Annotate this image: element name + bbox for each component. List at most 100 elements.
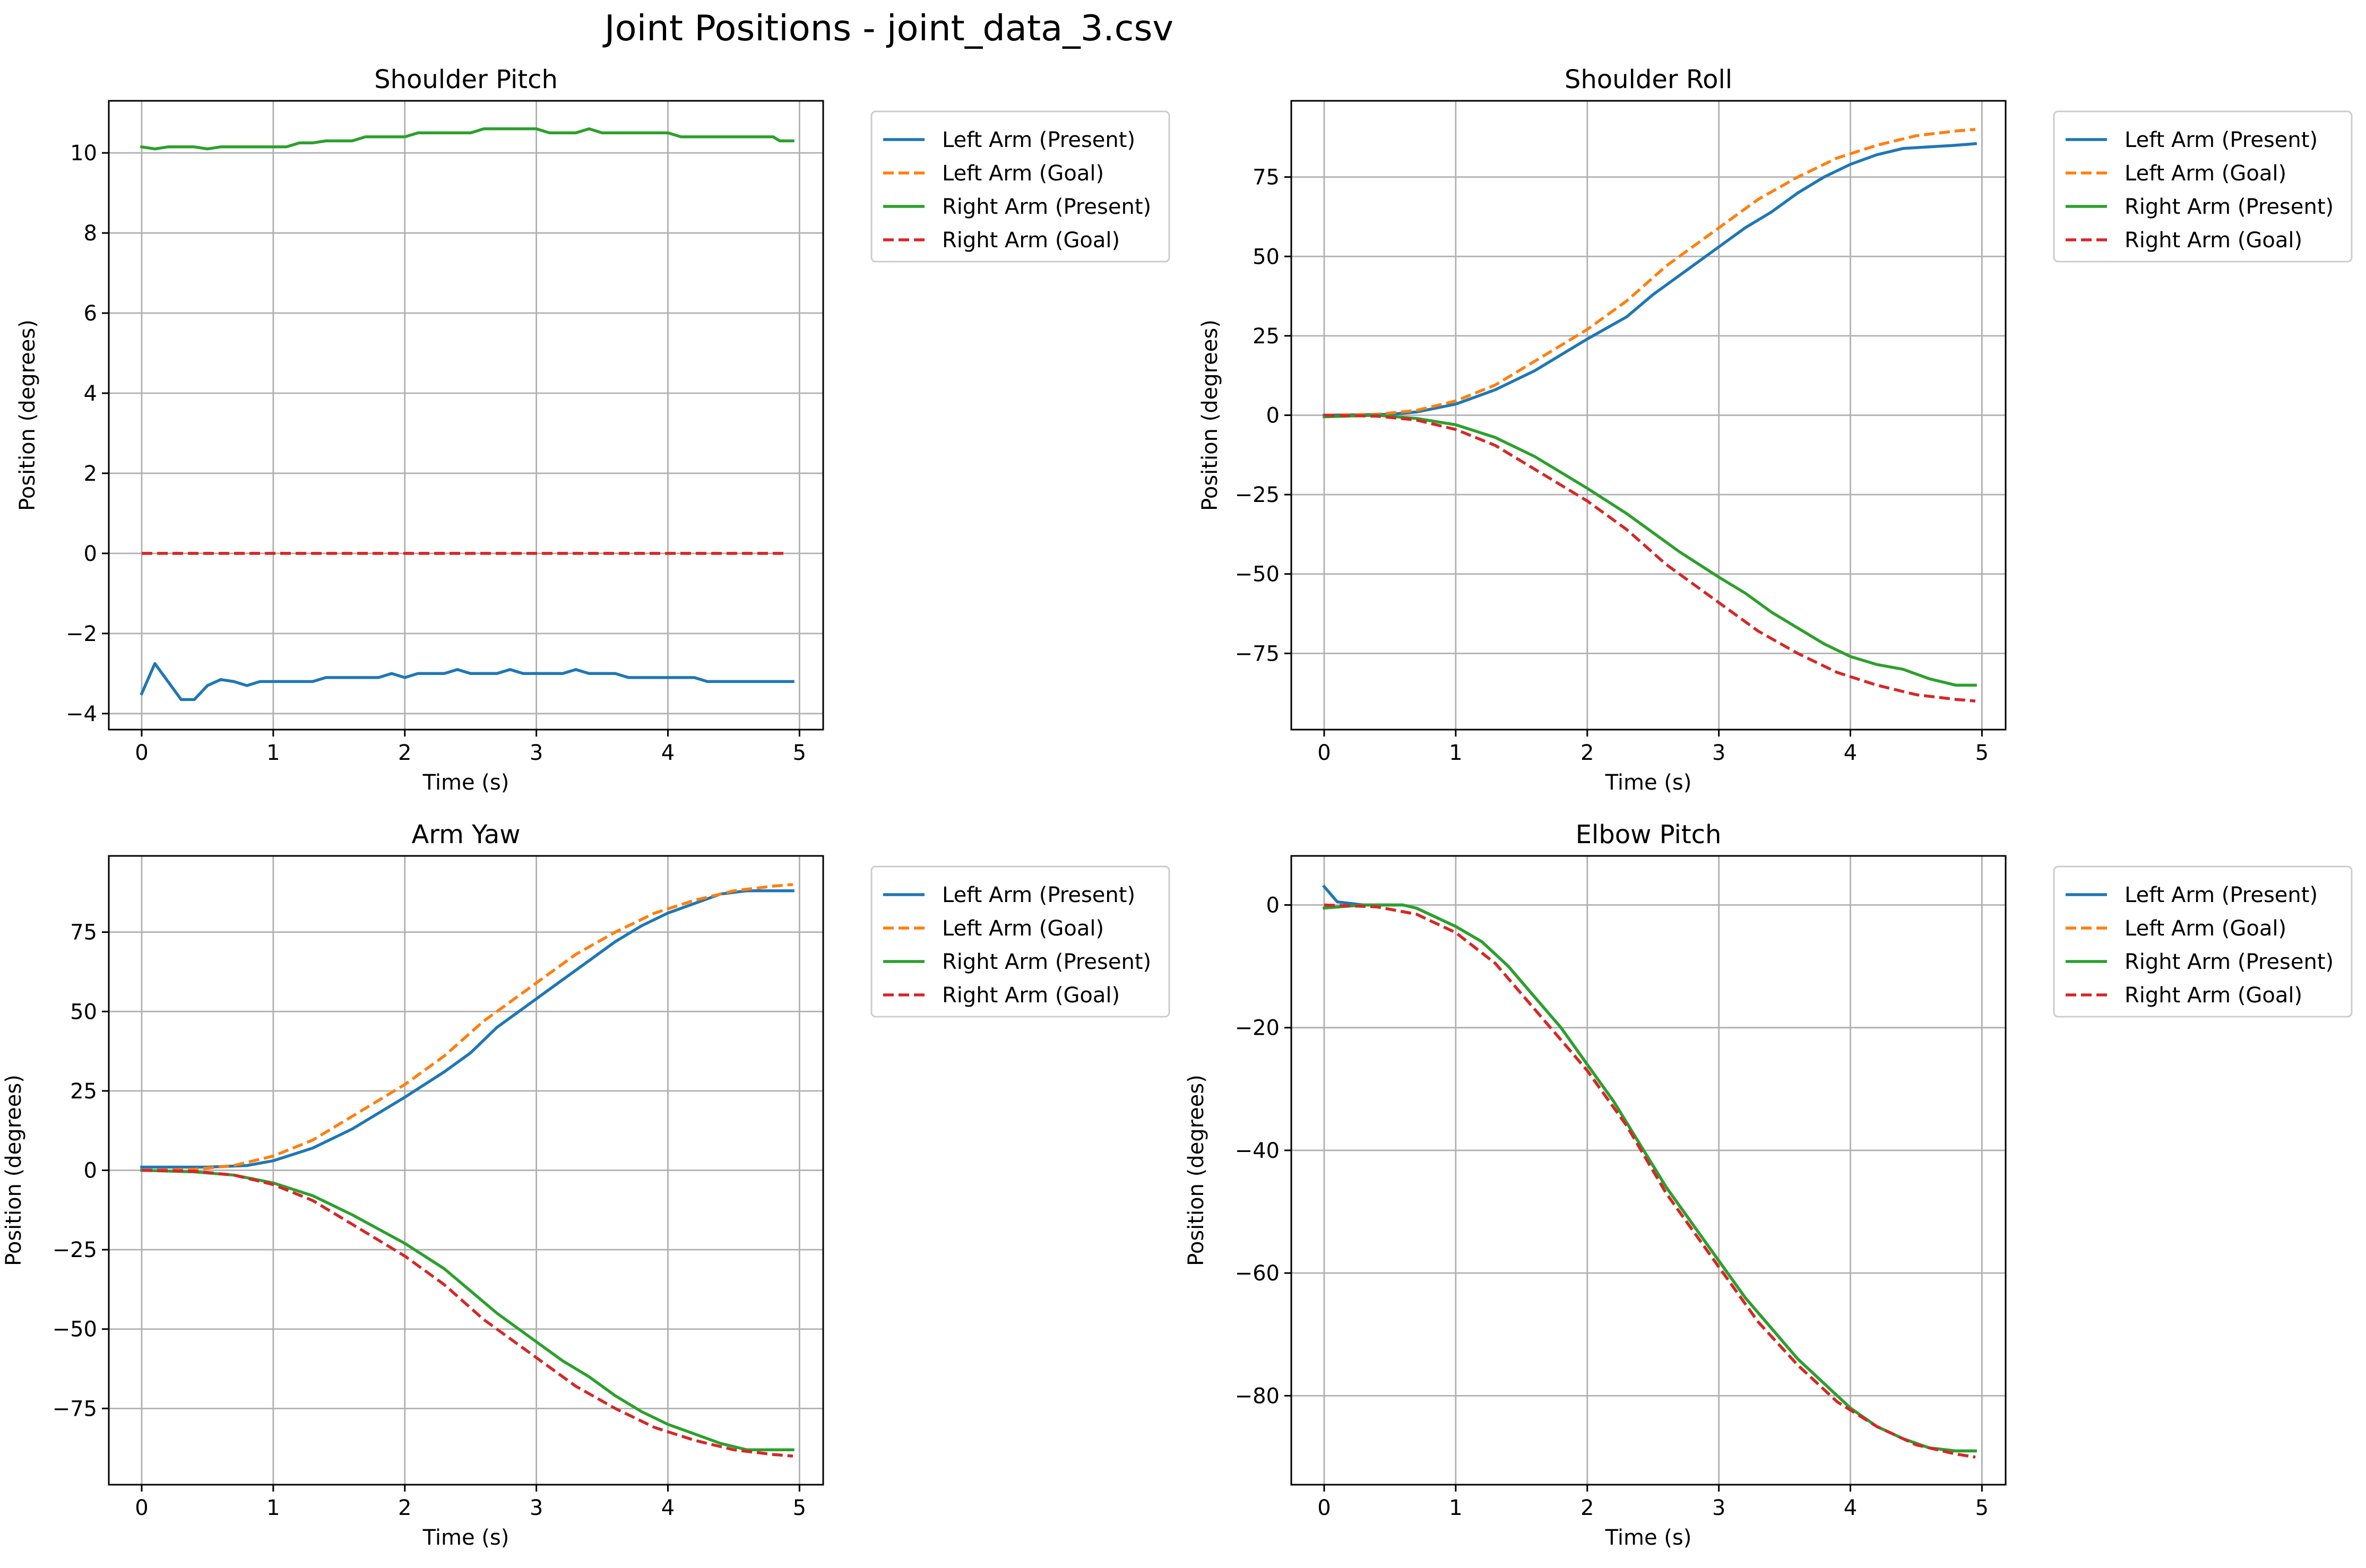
legend-label-left-arm-present: Left Arm (Present) [942, 883, 1135, 907]
x-tick-label: 2 [1581, 741, 1594, 765]
x-axis-label: Time (s) [422, 1526, 510, 1550]
x-tick-label: 4 [661, 1496, 675, 1520]
legend: Left Arm (Present) Left Arm (Goal) Right A… [870, 110, 1170, 263]
subplot-shoulder-roll: 0 1 2 3 4 5 −75 −50 −25 0 25 50 75 Shoulder Roll Time … [1198, 65, 2353, 795]
x-axis-label: Time (s) [1605, 770, 1692, 795]
y-tick-label: 8 [84, 221, 97, 246]
y-tick-label: 0 [84, 1159, 97, 1183]
x-tick-label: 5 [793, 741, 806, 765]
gridlines [109, 101, 823, 730]
y-axis-label: Position (degrees) [15, 319, 40, 511]
y-tick-label: 0 [1266, 893, 1280, 917]
y-tick-label: 0 [1266, 404, 1280, 428]
y-axis-label: Position (degrees) [1198, 319, 1222, 511]
gridlines [109, 856, 823, 1485]
series-line-right-arm-present [140, 127, 795, 151]
x-tick-label: 5 [1975, 741, 1989, 765]
legend-label-left-arm-present: Left Arm (Present) [2125, 128, 2318, 152]
subplot-title: Shoulder Roll [1565, 65, 1732, 94]
series-line-right-arm-goal [1324, 903, 1976, 1459]
legend-label-right-arm-goal: Right Arm (Goal) [2125, 228, 2302, 253]
axes-frame [108, 100, 824, 731]
legend-label-right-arm-present: Right Arm (Present) [2125, 195, 2334, 219]
legend: Left Arm (Present) Left Arm (Goal) Right A… [2053, 865, 2353, 1018]
legend-frame [870, 865, 1170, 1018]
y-tick-label: −25 [53, 1238, 97, 1262]
x-tick-label: 1 [266, 741, 280, 765]
legend-label-right-arm-goal: Right Arm (Goal) [942, 228, 1120, 253]
legend-label-left-arm-present: Left Arm (Present) [942, 128, 1135, 152]
y-tick-label: −4 [66, 702, 97, 726]
legend-frame [870, 110, 1170, 263]
y-axis-label: Position (degrees) [2, 1075, 26, 1266]
y-tick-label: 75 [1253, 166, 1280, 190]
series-line-left-arm-present [140, 662, 795, 701]
figure-title: Joint Positions - joint_data_3.csv [602, 7, 1173, 49]
subplot-title: Elbow Pitch [1576, 820, 1722, 850]
y-tick-label: −75 [1235, 642, 1280, 666]
gridlines [1291, 101, 2006, 730]
y-tick-label: 6 [84, 301, 97, 326]
y-tick-label: −75 [53, 1397, 97, 1421]
y-tick-label: 0 [84, 542, 97, 566]
y-tick-label: 50 [70, 1000, 97, 1024]
x-tick-label: 4 [661, 741, 675, 765]
x-tick-label: 4 [1844, 1496, 1857, 1520]
x-tick-label: 5 [1975, 1496, 1989, 1520]
y-axis-label: Position (degrees) [1184, 1075, 1208, 1266]
x-tick-label: 0 [1317, 1496, 1331, 1520]
y-tick-label: 2 [84, 462, 97, 486]
axes-frame [1290, 855, 2007, 1486]
x-tick-label: 1 [1449, 741, 1462, 765]
legend-label-left-arm-goal: Left Arm (Goal) [942, 161, 1104, 186]
legend-label-left-arm-goal: Left Arm (Goal) [942, 916, 1104, 941]
y-tick-label: 25 [70, 1079, 97, 1104]
y-tick-label: 50 [1253, 245, 1280, 269]
legend-label-left-arm-goal: Left Arm (Goal) [2125, 161, 2286, 186]
y-tick-label: −60 [1235, 1261, 1280, 1286]
x-tick-label: 1 [1449, 1496, 1462, 1520]
x-tick-label: 4 [1844, 741, 1857, 765]
legend-label-left-arm-present: Left Arm (Present) [2125, 883, 2318, 907]
y-tick-label: −25 [1235, 483, 1280, 507]
subplot-title: Shoulder Pitch [374, 65, 558, 94]
x-tick-label: 0 [1317, 741, 1331, 765]
legend-label-right-arm-goal: Right Arm (Goal) [942, 983, 1120, 1008]
legend-label-left-arm-goal: Left Arm (Goal) [2125, 916, 2286, 941]
legend: Left Arm (Present) Left Arm (Goal) Right A… [870, 865, 1170, 1018]
y-tick-label: 25 [1253, 324, 1280, 349]
legend-label-right-arm-present: Right Arm (Present) [942, 195, 1151, 219]
series-line-left-arm-present [1323, 142, 1977, 417]
subplot-elbow-pitch: 0 1 2 3 4 5 −80 −60 −40 −20 0 Elbow Pitch Time (s) Po… [1184, 820, 2353, 1550]
x-tick-label: 3 [530, 741, 543, 765]
gridlines [1291, 856, 2006, 1485]
y-tick-label: −2 [66, 622, 97, 646]
y-tick-label: 4 [84, 382, 97, 406]
legend: Left Arm (Present) Left Arm (Goal) Right A… [2053, 110, 2353, 263]
x-tick-label: 3 [1712, 1496, 1725, 1520]
x-tick-label: 2 [398, 1496, 411, 1520]
series-line-right-arm-present [140, 1168, 795, 1451]
x-axis-label: Time (s) [1605, 1526, 1692, 1550]
legend-label-right-arm-present: Right Arm (Present) [942, 950, 1151, 974]
x-axis-label: Time (s) [422, 770, 510, 795]
x-tick-label: 0 [135, 1496, 148, 1520]
legend-frame [2053, 865, 2353, 1018]
y-tick-label: −80 [1235, 1384, 1280, 1408]
y-tick-label: −50 [1235, 562, 1280, 587]
legend-label-right-arm-goal: Right Arm (Goal) [2125, 983, 2302, 1008]
y-tick-label: −40 [1235, 1139, 1280, 1163]
x-tick-label: 1 [266, 1496, 280, 1520]
x-tick-label: 3 [530, 1496, 543, 1520]
subplot-arm-yaw: 0 1 2 3 4 5 −75 −50 −25 0 25 50 75 Arm Yaw Time (s) Pos… [2, 820, 1170, 1550]
y-tick-label: 75 [70, 921, 97, 945]
legend-label-right-arm-present: Right Arm (Present) [2125, 950, 2334, 974]
subplot-title: Arm Yaw [411, 820, 520, 850]
legend-frame [2053, 110, 2353, 263]
series-line-right-arm-present [1323, 413, 1977, 687]
y-tick-label: −50 [53, 1318, 97, 1342]
x-tick-label: 2 [398, 741, 411, 765]
